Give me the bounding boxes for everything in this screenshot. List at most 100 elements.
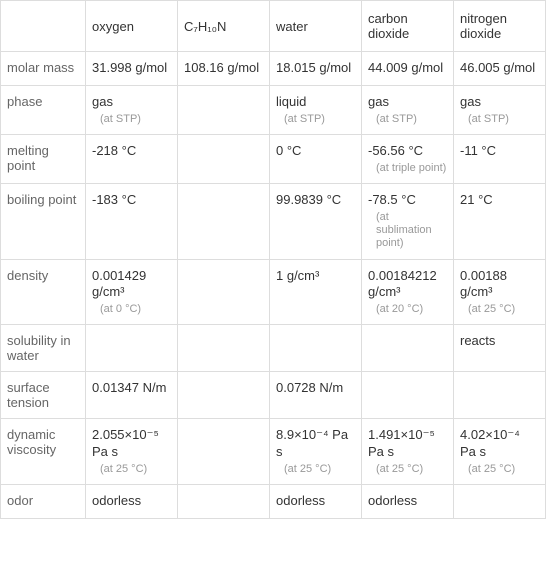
header-c7h10n: C₇H₁₀N	[178, 1, 270, 52]
cell-note: (at 25 °C)	[368, 463, 447, 476]
cell-melting_point-oxygen: -218 °C	[86, 134, 178, 183]
cell-value: odorless	[276, 493, 355, 510]
cell-boiling_point-nitrogen_dioxide: 21 °C	[454, 184, 546, 259]
row-label-density: density	[1, 259, 86, 325]
cell-dynamic_viscosity-c7h10n	[178, 419, 270, 485]
cell-molar_mass-carbon_dioxide: 44.009 g/mol	[362, 52, 454, 86]
cell-odor-carbon_dioxide: odorless	[362, 485, 454, 519]
cell-note: (at STP)	[92, 113, 171, 126]
cell-molar_mass-oxygen: 31.998 g/mol	[86, 52, 178, 86]
cell-value: 2.055×10⁻⁵ Pa s	[92, 427, 171, 461]
cell-solubility-oxygen	[86, 325, 178, 372]
cell-value: 46.005 g/mol	[460, 60, 539, 77]
cell-value: 99.9839 °C	[276, 192, 355, 209]
cell-surface_tension-c7h10n	[178, 372, 270, 419]
table-row: dynamic viscosity2.055×10⁻⁵ Pa s (at 25 °…	[1, 419, 546, 485]
cell-surface_tension-nitrogen_dioxide	[454, 372, 546, 419]
cell-surface_tension-water: 0.0728 N/m	[270, 372, 362, 419]
cell-melting_point-carbon_dioxide: -56.56 °C (at triple point)	[362, 134, 454, 183]
cell-value: 21 °C	[460, 192, 539, 209]
header-carbon-dioxide: carbon dioxide	[362, 1, 454, 52]
row-label-phase: phase	[1, 85, 86, 134]
cell-phase-nitrogen_dioxide: gas (at STP)	[454, 85, 546, 134]
cell-dynamic_viscosity-nitrogen_dioxide: 4.02×10⁻⁴ Pa s(at 25 °C)	[454, 419, 546, 485]
cell-value: 0.01347 N/m	[92, 380, 171, 397]
cell-value: liquid	[276, 94, 355, 111]
cell-molar_mass-c7h10n: 108.16 g/mol	[178, 52, 270, 86]
header-row: oxygen C₇H₁₀N water carbon dioxide nitro…	[1, 1, 546, 52]
cell-melting_point-c7h10n	[178, 134, 270, 183]
properties-table: oxygen C₇H₁₀N water carbon dioxide nitro…	[0, 0, 546, 519]
cell-density-c7h10n	[178, 259, 270, 325]
cell-density-carbon_dioxide: 0.00184212 g/cm³(at 20 °C)	[362, 259, 454, 325]
cell-boiling_point-c7h10n	[178, 184, 270, 259]
cell-density-oxygen: 0.001429 g/cm³(at 0 °C)	[86, 259, 178, 325]
cell-phase-oxygen: gas (at STP)	[86, 85, 178, 134]
table-row: molar mass31.998 g/mol108.16 g/mol18.015…	[1, 52, 546, 86]
cell-value: 4.02×10⁻⁴ Pa s	[460, 427, 539, 461]
table-row: density0.001429 g/cm³(at 0 °C) 1 g/cm³ 0.0…	[1, 259, 546, 325]
row-label-boiling_point: boiling point	[1, 184, 86, 259]
cell-solubility-water	[270, 325, 362, 372]
cell-value: gas	[368, 94, 447, 111]
cell-value: 0.001429 g/cm³	[92, 268, 171, 302]
cell-boiling_point-oxygen: -183 °C	[86, 184, 178, 259]
cell-value: -218 °C	[92, 143, 171, 160]
cell-value: 18.015 g/mol	[276, 60, 355, 77]
cell-odor-nitrogen_dioxide	[454, 485, 546, 519]
cell-solubility-carbon_dioxide	[362, 325, 454, 372]
cell-note: (at 25 °C)	[460, 303, 539, 316]
cell-melting_point-water: 0 °C	[270, 134, 362, 183]
cell-dynamic_viscosity-carbon_dioxide: 1.491×10⁻⁵ Pa s (at 25 °C)	[362, 419, 454, 485]
cell-value: odorless	[368, 493, 447, 510]
cell-value: 0.00184212 g/cm³	[368, 268, 447, 302]
cell-odor-water: odorless	[270, 485, 362, 519]
cell-melting_point-nitrogen_dioxide: -11 °C	[454, 134, 546, 183]
cell-value: gas	[92, 94, 171, 111]
row-label-odor: odor	[1, 485, 86, 519]
cell-note: (at STP)	[276, 113, 355, 126]
cell-value: gas	[460, 94, 539, 111]
cell-note: (at triple point)	[368, 162, 447, 175]
cell-value: 0.0728 N/m	[276, 380, 355, 397]
cell-value: odorless	[92, 493, 171, 510]
table-row: boiling point -183 °C 99.9839 °C -78.5 °C (a…	[1, 184, 546, 259]
row-label-dynamic_viscosity: dynamic viscosity	[1, 419, 86, 485]
cell-density-nitrogen_dioxide: 0.00188 g/cm³(at 25 °C)	[454, 259, 546, 325]
cell-odor-c7h10n	[178, 485, 270, 519]
table-body: molar mass31.998 g/mol108.16 g/mol18.015…	[1, 52, 546, 519]
cell-note: (at sublimation point)	[368, 211, 447, 251]
cell-dynamic_viscosity-oxygen: 2.055×10⁻⁵ Pa s (at 25 °C)	[86, 419, 178, 485]
cell-note: (at STP)	[368, 113, 447, 126]
table-row: phase gas (at STP) liquid (at STP) gas (at STP…	[1, 85, 546, 134]
cell-value: 8.9×10⁻⁴ Pa s	[276, 427, 355, 461]
cell-value: -11 °C	[460, 143, 539, 160]
cell-value: -56.56 °C	[368, 143, 447, 160]
cell-value: 0 °C	[276, 143, 355, 160]
cell-phase-water: liquid (at STP)	[270, 85, 362, 134]
cell-value: -183 °C	[92, 192, 171, 209]
cell-boiling_point-water: 99.9839 °C	[270, 184, 362, 259]
cell-value: 1.491×10⁻⁵ Pa s	[368, 427, 447, 461]
cell-note: (at 0 °C)	[92, 303, 171, 316]
header-water: water	[270, 1, 362, 52]
cell-phase-carbon_dioxide: gas (at STP)	[362, 85, 454, 134]
cell-note: (at 20 °C)	[368, 303, 447, 316]
cell-note: (at 25 °C)	[92, 463, 171, 476]
row-label-surface_tension: surface tension	[1, 372, 86, 419]
cell-value: 1 g/cm³	[276, 268, 355, 285]
cell-boiling_point-carbon_dioxide: -78.5 °C (at sublimation point)	[362, 184, 454, 259]
cell-solubility-nitrogen_dioxide: reacts	[454, 325, 546, 372]
cell-value: 0.00188 g/cm³	[460, 268, 539, 302]
header-oxygen: oxygen	[86, 1, 178, 52]
cell-odor-oxygen: odorless	[86, 485, 178, 519]
cell-note: (at 25 °C)	[276, 463, 355, 476]
cell-note: (at STP)	[460, 113, 539, 126]
header-blank	[1, 1, 86, 52]
cell-molar_mass-nitrogen_dioxide: 46.005 g/mol	[454, 52, 546, 86]
cell-value: reacts	[460, 333, 539, 350]
cell-value: 31.998 g/mol	[92, 60, 171, 77]
cell-value: -78.5 °C	[368, 192, 447, 209]
cell-value: 44.009 g/mol	[368, 60, 447, 77]
cell-density-water: 1 g/cm³	[270, 259, 362, 325]
